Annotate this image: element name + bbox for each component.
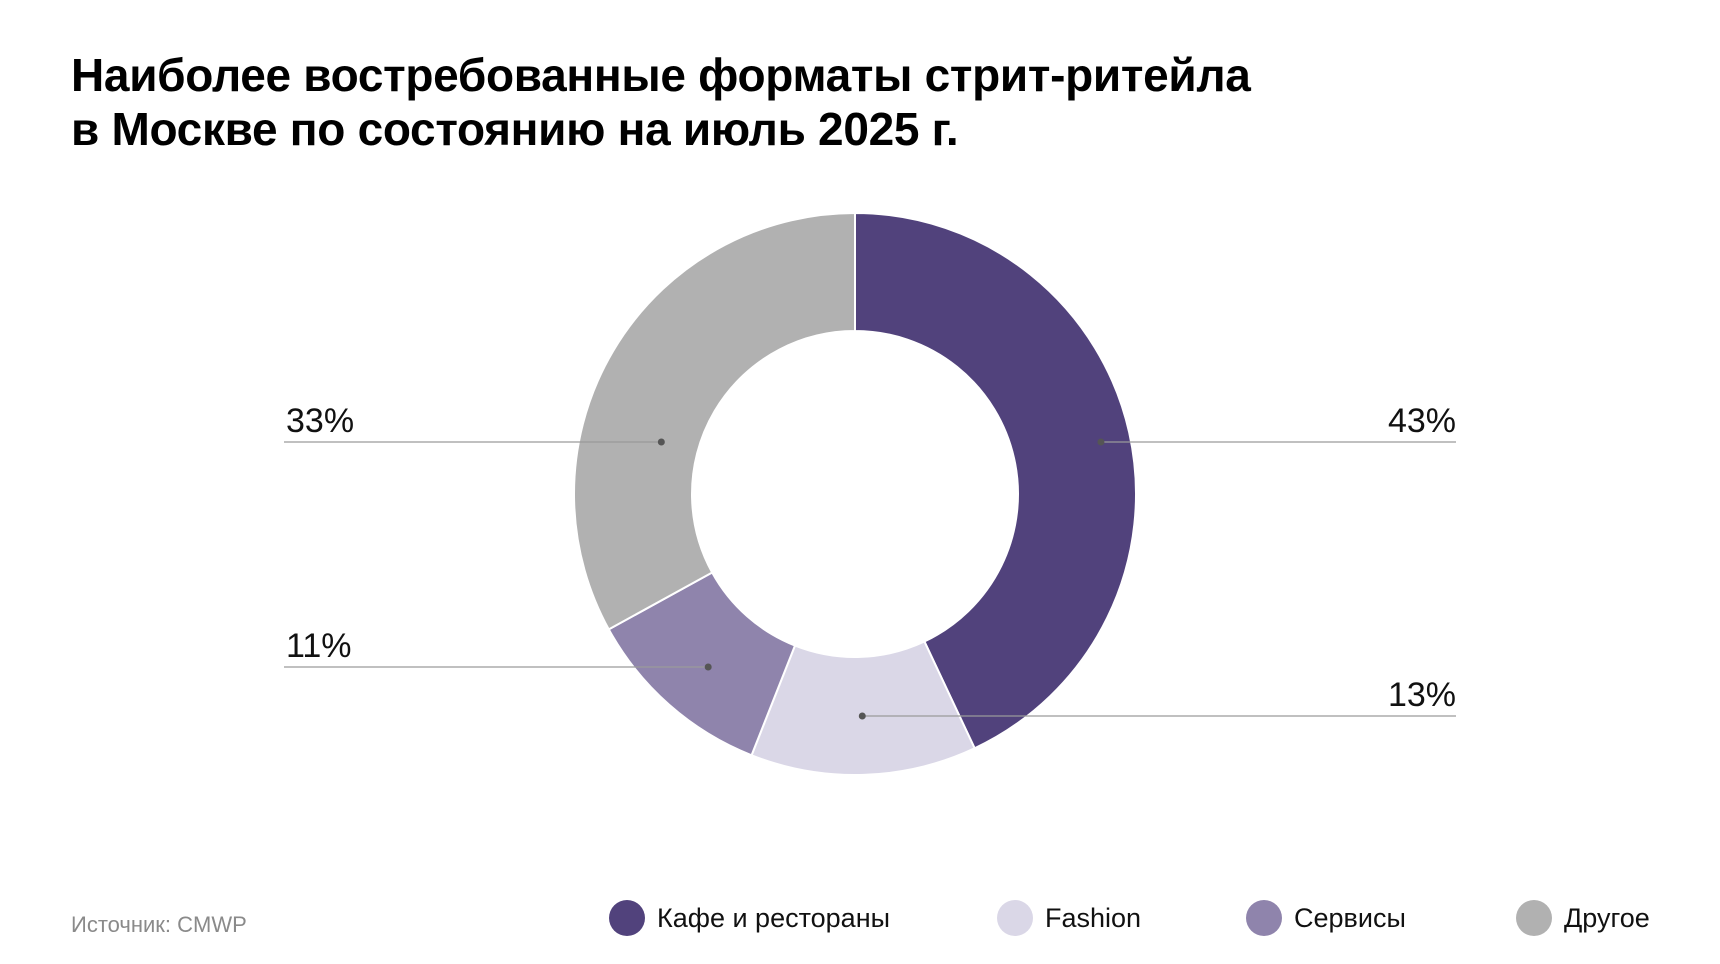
legend-item-other[interactable]: Другое [1516,898,1650,938]
data-labels: 43% 13% 11% 33% [286,402,1456,714]
data-label-other: 33% [286,402,354,440]
leader-dot-cafe [1097,438,1105,446]
legend-item-fashion[interactable]: Fashion [997,898,1141,938]
source-note: Источник: CMWP [71,912,247,937]
legend-swatch-fashion [997,900,1033,936]
legend-swatch-other [1516,900,1552,936]
chart-title: Наиболее востребованные форматы стрит-ри… [71,48,1471,156]
legend-swatch-services [1246,900,1282,936]
legend-item-services[interactable]: Сервисы [1246,898,1406,938]
leader-dot-services [704,663,712,671]
legend-label-cafe: Кафе и рестораны [657,902,891,933]
legend-item-cafe[interactable]: Кафе и рестораны [609,898,890,938]
leader-lines [284,438,1456,720]
data-label-fashion: 13% [1388,676,1456,714]
chart-title-line-1: Наиболее востребованные форматы стрит-ри… [71,49,1251,101]
donut-slices [573,211,1137,776]
leader-dot-fashion [858,712,866,720]
legend: Кафе и рестораны Fashion Сервисы Другое [0,898,1720,938]
chart-title-line-2: в Москве по состоянию на июль 2025 г. [71,103,959,155]
leader-dot-other [657,438,665,446]
legend-label-services: Сервисы [1294,902,1406,933]
legend-label-other: Другое [1564,902,1650,933]
legend-label-fashion: Fashion [1045,902,1142,933]
legend-swatch-cafe [609,900,645,936]
data-label-services: 11% [286,627,352,665]
donut-slice-other[interactable] [573,211,856,631]
data-label-cafe: 43% [1388,402,1456,440]
